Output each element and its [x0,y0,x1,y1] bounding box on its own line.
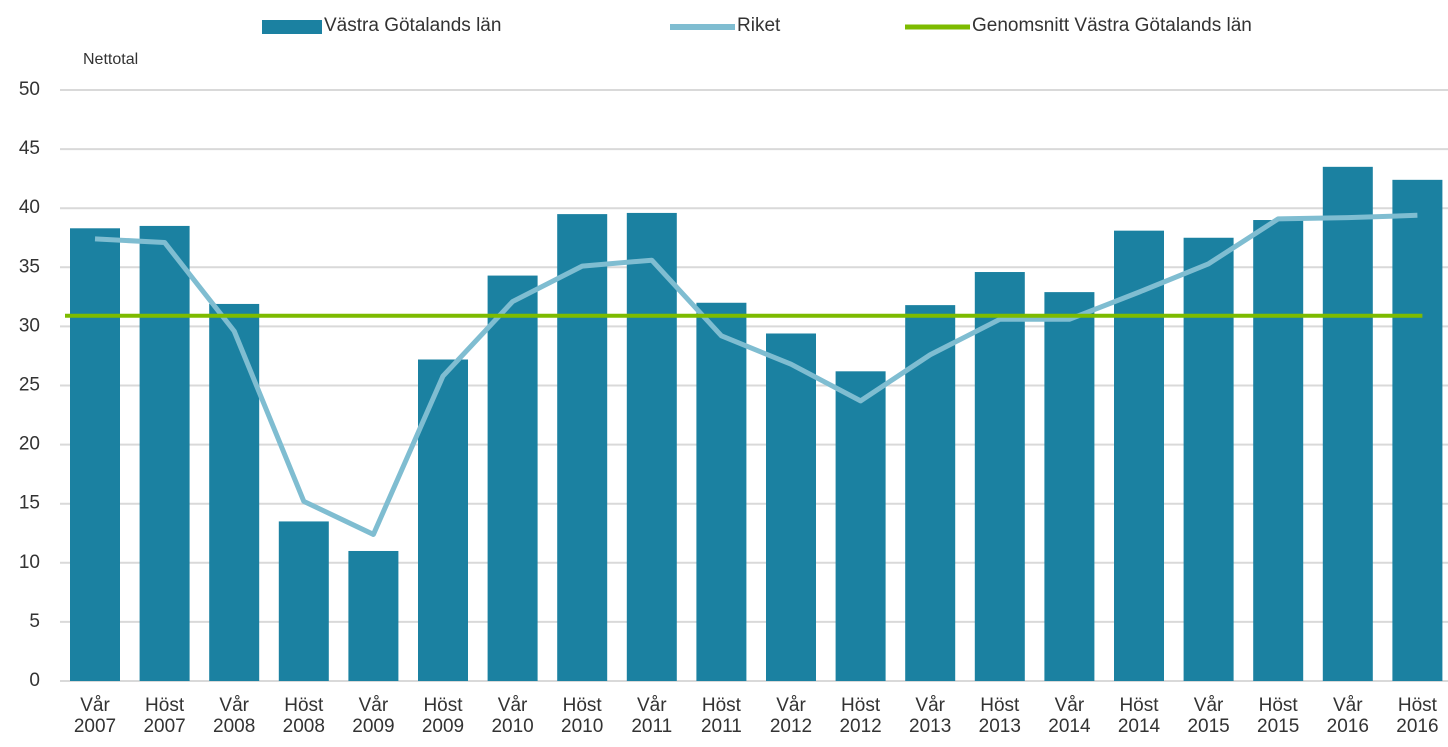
x-tick-label: Vår 2016 [1326,695,1369,737]
legend-label: Genomsnitt Västra Götalands län [972,15,1252,36]
bar [835,371,886,681]
legend-swatch [262,20,322,34]
bar [70,228,120,681]
y-tick-label: 15 [19,493,40,514]
x-tick-label: Höst 2007 [143,695,186,737]
x-tick-label: Höst 2012 [839,695,882,737]
bar [487,275,538,681]
y-tick-label: 0 [29,670,40,691]
y-tick-label: 30 [19,315,40,336]
bar [974,272,1025,681]
bar [1322,166,1373,681]
bar [557,214,608,682]
x-tick-label: Vår 2010 [491,695,534,737]
x-tick-label: Höst 2008 [282,695,325,737]
x-tick-label: Vår 2015 [1187,695,1230,737]
y-tick-label: 40 [19,197,40,218]
bar [418,359,468,681]
bar [766,333,816,681]
line-series [94,212,1418,537]
x-tick-label: Höst 2015 [1257,695,1300,737]
x-tick-label: Vår 2011 [631,695,673,737]
y-tick-label: 45 [19,138,40,159]
bar [626,212,677,682]
bar [1044,292,1095,681]
x-tick-label: Höst 2016 [1396,695,1439,737]
y-axis-label: Nettotal [83,51,138,68]
x-tick-label: Vår 2012 [769,695,813,737]
x-tick-label: Höst 2013 [978,695,1021,737]
x-tick-label: Höst 2010 [561,695,604,737]
bar [278,521,329,681]
y-tick-label: 20 [19,434,40,455]
bar [348,550,399,681]
bar [1114,230,1164,681]
bar [696,302,747,681]
y-tick-label: 25 [19,375,40,396]
bar [139,225,190,681]
x-tick-label: Höst 2011 [700,695,742,737]
x-tick-label: Vår 2009 [352,695,395,737]
y-tick-label: 10 [19,552,40,573]
bar [1253,220,1304,681]
x-tick-label: Vår 2007 [73,695,117,737]
legend-label: Västra Götalands län [324,15,502,36]
bar [1183,237,1234,681]
legend-label: Riket [737,15,781,36]
y-tick-label: 5 [29,611,40,632]
y-tick-label: 35 [19,256,40,277]
x-tick-label: Höst 2009 [421,695,465,737]
x-tick-label: Vår 2013 [909,695,952,737]
x-tick-label: Vår 2014 [1048,695,1091,737]
y-tick-label: 50 [19,79,40,100]
bar [209,303,260,681]
x-tick-label: Vår 2008 [213,695,256,737]
bar [905,305,956,681]
bar [1392,179,1443,681]
x-tick-label: Höst 2014 [1117,695,1161,737]
